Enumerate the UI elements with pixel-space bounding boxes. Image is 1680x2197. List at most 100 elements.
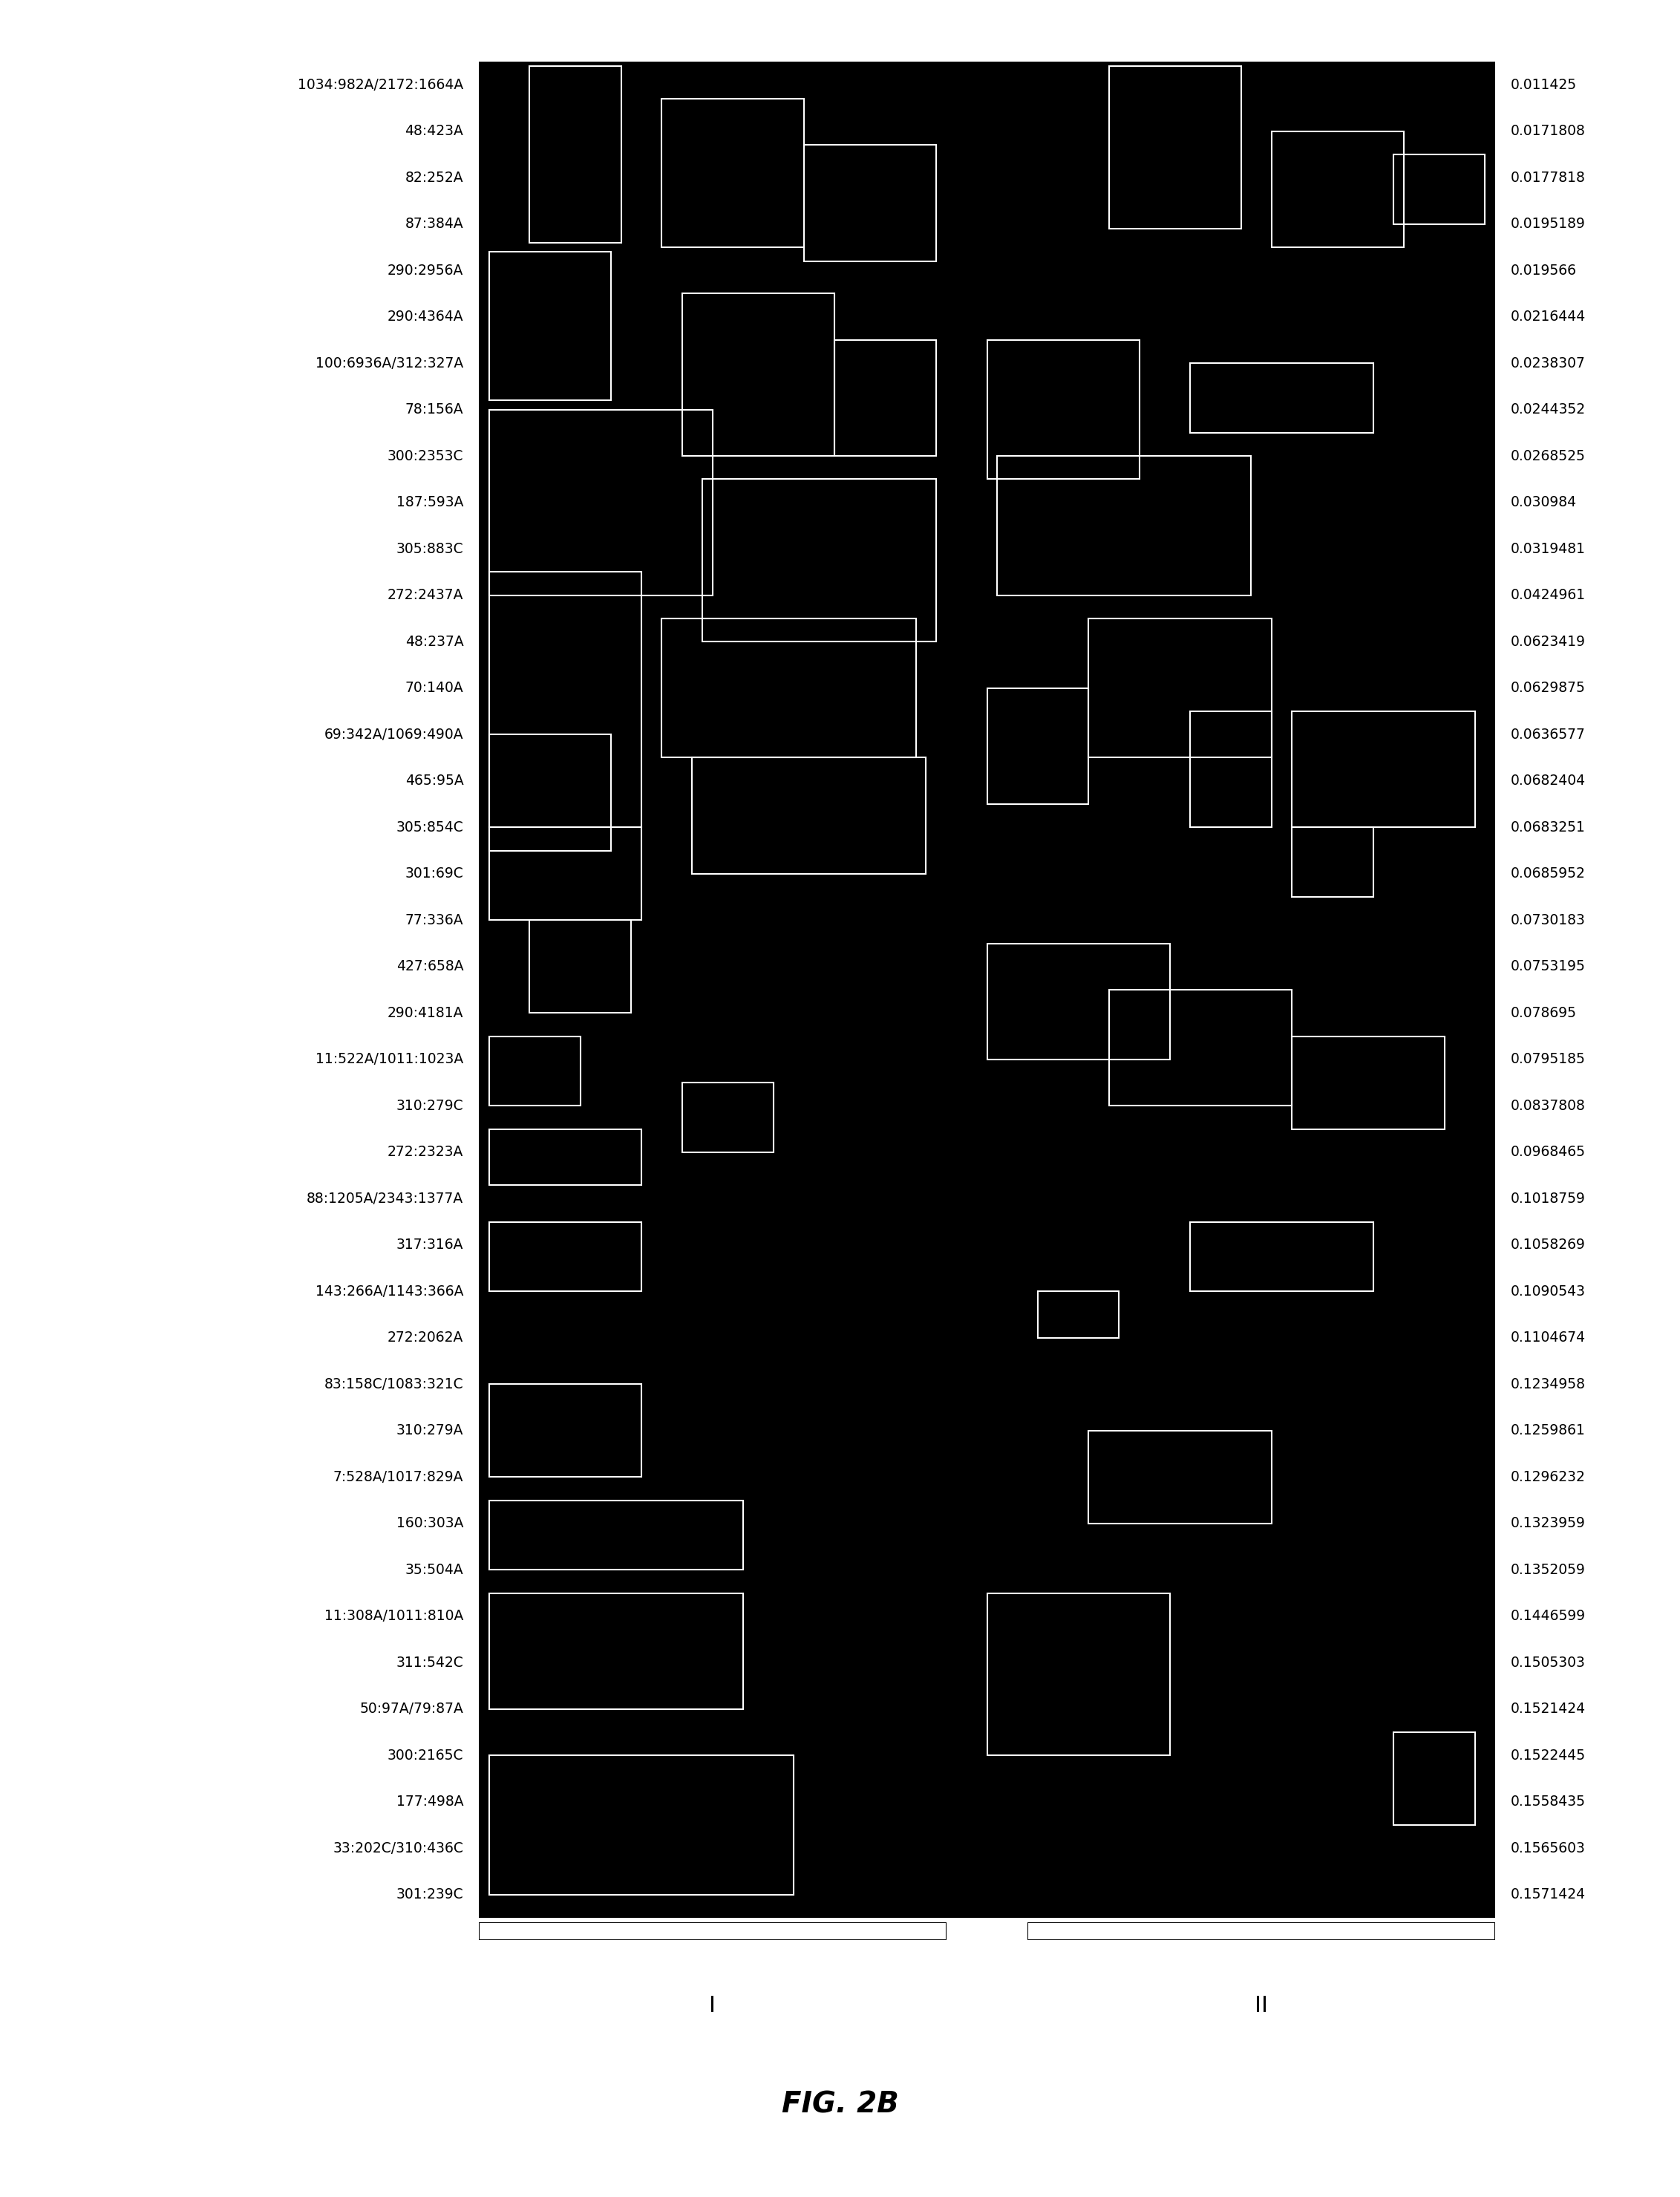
Text: 0.0795185: 0.0795185 [1510,1052,1586,1066]
Bar [986,341,1139,479]
Bar [1393,1731,1475,1826]
Bar [1292,828,1373,896]
Text: 1034:982A/2172:1664A: 1034:982A/2172:1664A [297,77,464,92]
Text: 100:6936A/312:327A: 100:6936A/312:327A [316,356,464,371]
Bar [682,1083,773,1151]
Text: FIG. 2B: FIG. 2B [781,2092,899,2118]
Text: 0.1558435: 0.1558435 [1510,1795,1586,1808]
Text: 187:593A: 187:593A [396,494,464,510]
Bar [1189,363,1373,433]
Text: 272:2323A: 272:2323A [388,1145,464,1160]
Text: 427:658A: 427:658A [396,960,464,973]
Text: 0.0238307: 0.0238307 [1510,356,1586,371]
Text: 0.1571424: 0.1571424 [1510,1887,1586,1903]
Text: 290:4181A: 290:4181A [388,1006,464,1019]
Text: 48:237A: 48:237A [405,635,464,648]
Text: 11:522A/1011:1023A: 11:522A/1011:1023A [316,1052,464,1066]
Text: 11:308A/1011:810A: 11:308A/1011:810A [324,1608,464,1624]
Text: 48:423A: 48:423A [405,123,464,138]
Text: 0.0636577: 0.0636577 [1510,727,1586,743]
Text: 0.0753195: 0.0753195 [1510,960,1586,973]
Text: 88:1205A/2343:1377A: 88:1205A/2343:1377A [307,1191,464,1206]
Text: 301:239C: 301:239C [396,1887,464,1903]
Bar [489,1501,743,1571]
Text: 0.0968465: 0.0968465 [1510,1145,1586,1160]
Bar [1189,712,1272,828]
Bar [1109,66,1242,228]
Bar [692,758,926,874]
Text: 0.0730183: 0.0730183 [1510,914,1586,927]
Text: 0.0195189: 0.0195189 [1510,218,1586,231]
Text: 0.0623419: 0.0623419 [1510,635,1586,648]
Bar [662,620,916,758]
Bar [489,409,712,595]
Bar [662,99,805,248]
Text: 0.1296232: 0.1296232 [1510,1470,1586,1485]
Bar [529,921,632,1013]
Bar [682,294,835,457]
Bar [489,1384,642,1476]
Text: I: I [709,1995,716,2017]
Bar [489,734,612,850]
Bar [489,253,612,400]
Text: 0.0244352: 0.0244352 [1510,402,1586,417]
Text: 177:498A: 177:498A [396,1795,464,1808]
Bar [835,341,936,457]
Text: 0.0171808: 0.0171808 [1510,123,1586,138]
Bar [489,1593,743,1709]
Bar [489,1755,795,1894]
Text: 465:95A: 465:95A [405,773,464,789]
Bar [489,1037,581,1105]
Text: 35:504A: 35:504A [405,1562,464,1577]
Bar [986,688,1089,804]
Text: 311:542C: 311:542C [396,1657,464,1670]
Text: 0.1352059: 0.1352059 [1510,1562,1586,1577]
Bar [489,571,642,828]
Text: 50:97A/79:87A: 50:97A/79:87A [360,1703,464,1716]
Text: 310:279C: 310:279C [396,1098,464,1114]
Text: 0.1565603: 0.1565603 [1510,1841,1586,1856]
Bar [1189,1222,1373,1292]
Bar [1272,132,1404,248]
Text: 290:2956A: 290:2956A [388,264,464,277]
Text: 0.030984: 0.030984 [1510,494,1576,510]
Bar [1038,1292,1119,1338]
Text: 0.1323959: 0.1323959 [1510,1516,1586,1531]
Text: 0.1522445: 0.1522445 [1510,1749,1586,1762]
Text: 0.0837808: 0.0837808 [1510,1098,1586,1114]
Text: 82:252A: 82:252A [405,171,464,185]
Bar [1089,1430,1272,1523]
Bar [1393,154,1485,224]
Text: 7:528A/1017:829A: 7:528A/1017:829A [333,1470,464,1485]
Text: 0.0629875: 0.0629875 [1510,681,1586,694]
Bar [529,66,622,242]
Text: 305:854C: 305:854C [396,819,464,835]
Text: 310:279A: 310:279A [396,1424,464,1437]
Text: 0.1234958: 0.1234958 [1510,1378,1586,1391]
Bar [1089,620,1272,758]
Text: 0.1104674: 0.1104674 [1510,1331,1586,1345]
Text: 0.011425: 0.011425 [1510,77,1576,92]
Text: 87:384A: 87:384A [405,218,464,231]
Text: 300:2353C: 300:2353C [388,448,464,464]
Text: 0.0216444: 0.0216444 [1510,310,1586,323]
Text: 0.1058269: 0.1058269 [1510,1237,1586,1252]
Text: 0.0683251: 0.0683251 [1510,819,1586,835]
Text: 0.078695: 0.078695 [1510,1006,1576,1019]
Text: 70:140A: 70:140A [405,681,464,694]
Bar [1292,712,1475,828]
Bar [1109,989,1292,1105]
Text: 160:303A: 160:303A [396,1516,464,1531]
Text: 78:156A: 78:156A [405,402,464,417]
Text: 69:342A/1069:490A: 69:342A/1069:490A [324,727,464,743]
Text: 0.0424961: 0.0424961 [1510,589,1586,602]
Bar [986,943,1169,1059]
Text: 0.1521424: 0.1521424 [1510,1703,1586,1716]
Text: 0.0682404: 0.0682404 [1510,773,1586,789]
Text: 0.1259861: 0.1259861 [1510,1424,1586,1437]
Text: 305:883C: 305:883C [396,543,464,556]
Text: 77:336A: 77:336A [405,914,464,927]
Text: 0.019566: 0.019566 [1510,264,1576,277]
Text: 0.1018759: 0.1018759 [1510,1191,1586,1206]
Text: 317:316A: 317:316A [396,1237,464,1252]
